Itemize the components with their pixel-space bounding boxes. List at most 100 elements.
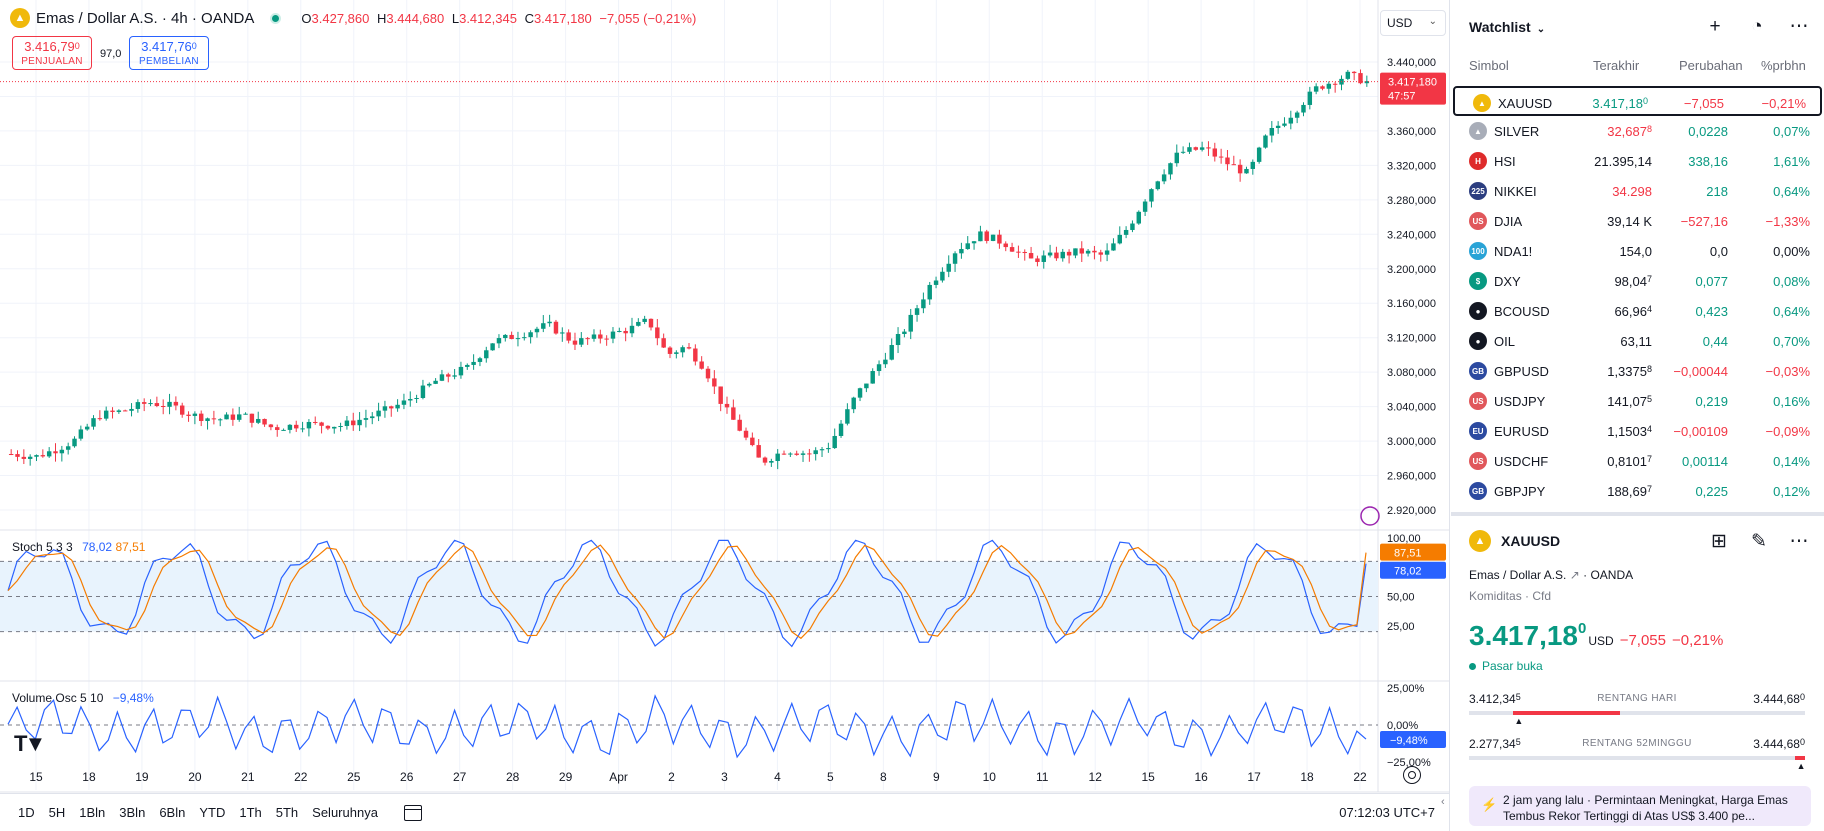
stoch-legend[interactable]: Stoch 5 3 3 78,02 87,51 <box>12 540 146 554</box>
chart-title[interactable]: Emas / Dollar A.S. · 4h · OANDA <box>36 9 255 27</box>
candle-body <box>1123 229 1129 235</box>
watchlist-pct: 0,00% <box>1773 244 1810 259</box>
details-symbol[interactable]: XAUUSD <box>1501 533 1561 549</box>
candle-body <box>775 453 780 461</box>
candle-body <box>623 330 628 334</box>
watchlist-row-nikkei[interactable]: 225 NIKKEI 34.298 218 0,64% <box>1451 176 1824 206</box>
clock[interactable]: 07:12:03 UTC+7 <box>1339 805 1435 820</box>
time-tick-label: 12 <box>1089 770 1103 784</box>
time-tick-label: 28 <box>506 770 520 784</box>
candle-body <box>129 408 134 411</box>
chart-panel[interactable]: 3.440,0003.400,0003.360,0003.320,0003.28… <box>0 0 1450 831</box>
col-change[interactable]: Perubahan <box>1679 58 1743 73</box>
candle-body <box>84 426 90 430</box>
watchlist-row-eurusd[interactable]: EU EURUSD 1,15034 −0,00109 −0,09% <box>1451 416 1824 446</box>
stoch-k-tag <box>1380 561 1446 579</box>
watchlist-row-dxy[interactable]: $ DXY 98,047 0,077 0,08% <box>1451 266 1824 296</box>
col-last[interactable]: Terakhir <box>1593 58 1640 73</box>
time-tick-label: 15 <box>1141 770 1155 784</box>
candle-body <box>338 426 343 428</box>
candle-body <box>116 410 122 412</box>
time-tick-label: 18 <box>1300 770 1314 784</box>
watchlist-row-usdchf[interactable]: US USDCHF 0,81017 0,00114 0,14% <box>1451 446 1824 476</box>
watchlist-row-djia[interactable]: US DJIA 39,14 K −527,16 −1,33% <box>1451 206 1824 236</box>
timeframe-1d[interactable]: 1D <box>18 805 35 820</box>
candle-body <box>268 424 274 428</box>
timeframe-1bln[interactable]: 1Bln <box>79 805 106 820</box>
candle-body <box>135 402 141 409</box>
watchlist-row-nda1[interactable]: 100 NDA1! 154,0 0,0 0,00% <box>1451 236 1824 266</box>
watchlist-row-oil[interactable]: ● OIL 63,11 0,44 0,70% <box>1451 326 1824 356</box>
vol-osc-line <box>7 694 1367 759</box>
candle-body <box>591 334 597 339</box>
candle-body <box>1142 201 1148 212</box>
sell-button[interactable]: 3.416,790 PENJUALAN <box>12 36 92 70</box>
candle-body <box>978 231 983 242</box>
candle-body <box>1092 250 1097 253</box>
edit-icon[interactable]: ✎ <box>1751 530 1767 552</box>
candle-body <box>572 340 578 345</box>
candle-body <box>198 413 204 422</box>
news-item[interactable]: ⚡ 2 jam yang lalu · Permintaan Meningkat… <box>1469 786 1811 826</box>
buy-button[interactable]: 3.417,760 PEMBELIAN <box>129 36 209 70</box>
watchlist-symbol: NIKKEI <box>1494 184 1537 199</box>
stoch-d-tag <box>1380 543 1446 561</box>
chevron-down-icon: ⌄ <box>1428 16 1437 27</box>
candle-body <box>65 446 71 450</box>
timeframe-1th[interactable]: 1Th <box>239 805 262 820</box>
add-symbol-icon[interactable]: + <box>1709 16 1721 37</box>
watchlist-symbol: DXY <box>1494 274 1521 289</box>
col-pct[interactable]: %prbhn <box>1761 58 1806 73</box>
time-tick-label: 8 <box>880 770 887 784</box>
watchlist-row-bcousd[interactable]: ● BCOUSD 66,964 0,423 0,64% <box>1451 296 1824 326</box>
timeframe-ytd[interactable]: YTD <box>199 805 226 820</box>
time-tick-label: 17 <box>1247 770 1261 784</box>
symbol-icon: ● <box>1469 332 1487 350</box>
watchlist-row-xauusd[interactable]: ▲ XAUUSD 3.417,180 −7,055 −0,21% <box>1453 86 1822 116</box>
last-price-value: 3.417,180 <box>1388 77 1437 89</box>
col-symbol[interactable]: Simbol <box>1469 58 1509 73</box>
candle-body <box>1282 123 1287 126</box>
candle-body <box>243 413 248 415</box>
candle-body <box>332 426 337 429</box>
timeframe-5h[interactable]: 5H <box>48 805 66 820</box>
watchlist-title[interactable]: Watchlist ⌄ <box>1469 19 1546 35</box>
candle-body <box>756 445 761 458</box>
watchlist-pct: 0,07% <box>1773 124 1810 139</box>
timeframe-6bln[interactable]: 6Bln <box>159 805 186 820</box>
timeframe-5th[interactable]: 5Th <box>275 805 299 820</box>
vol-tick-label: 0,00% <box>1387 720 1418 732</box>
candle-body <box>1199 147 1205 150</box>
symbol-icon: 225 <box>1469 182 1487 200</box>
symbol-icon: ▲ <box>1469 122 1487 140</box>
currency-select[interactable]: USD ⌄ <box>1380 10 1446 36</box>
candle-body <box>838 423 844 436</box>
range-marker-icon: ▲ <box>1514 716 1524 726</box>
watchlist-change: −0,00109 <box>1673 424 1728 439</box>
candle-body <box>940 271 945 281</box>
calendar-icon[interactable] <box>403 804 422 821</box>
candle-body <box>813 450 818 455</box>
watchlist-row-gbpjpy[interactable]: GB GBPJPY 188,697 0,225 0,12% <box>1451 476 1824 506</box>
stoch-tick-label: 25,00 <box>1387 621 1415 633</box>
price-chart[interactable]: 3.440,0003.400,0003.360,0003.320,0003.28… <box>0 0 1449 793</box>
pie-chart-icon[interactable]: ◔ <box>1751 16 1763 37</box>
timeframe-3bln[interactable]: 3Bln <box>119 805 146 820</box>
watchlist-pct: 1,61% <box>1773 154 1810 169</box>
symbol-legend: ▲ Emas / Dollar A.S. · 4h · OANDA O3.427… <box>10 8 696 28</box>
watchlist-row-usdjpy[interactable]: US USDJPY 141,075 0,219 0,16% <box>1451 386 1824 416</box>
watchlist-last: 3.417,180 <box>1592 96 1648 111</box>
layout-grid-icon[interactable]: ⊞ <box>1711 530 1727 552</box>
chevron-left-icon[interactable]: ‹ <box>1441 796 1445 808</box>
watchlist-row-hsi[interactable]: H HSI 21.395,14 338,16 1,61% <box>1451 146 1824 176</box>
more-icon[interactable]: ⋯ <box>1789 16 1809 37</box>
settings-icon[interactable] <box>1403 766 1421 784</box>
candle-body <box>122 410 128 412</box>
watchlist-row-silver[interactable]: ▲ SILVER 32,6878 0,0228 0,07% <box>1451 116 1824 146</box>
volume-osc-legend[interactable]: Volume Osc 5 10 −9,48% <box>12 691 154 705</box>
candle-body <box>148 403 153 405</box>
timeframe-all[interactable]: Seluruhnya <box>312 805 378 820</box>
watchlist-row-gbpusd[interactable]: GB GBPUSD 1,33758 −0,00044 −0,03% <box>1451 356 1824 386</box>
more-icon[interactable]: ⋯ <box>1789 530 1809 552</box>
candle-body <box>1237 164 1243 174</box>
